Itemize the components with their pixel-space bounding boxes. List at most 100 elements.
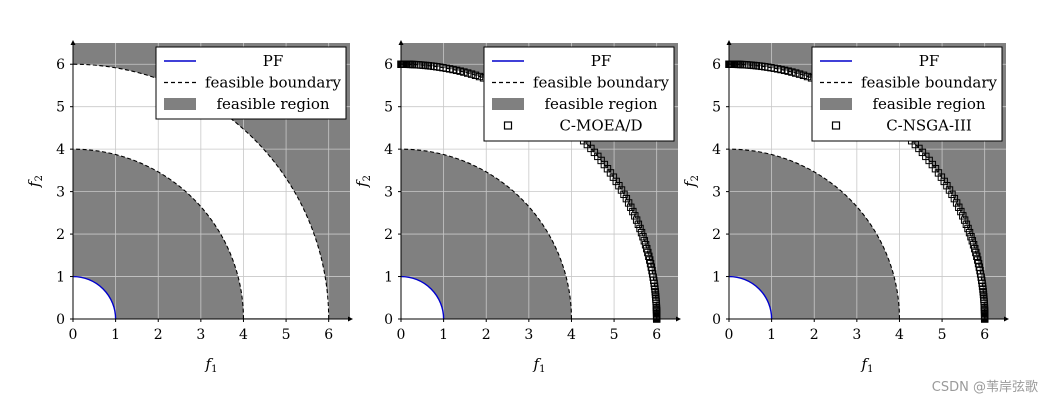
y-tick-label: 5 [384, 100, 393, 116]
marker-C-MOEA/D [640, 237, 649, 245]
watermark: CSDN @苇岸弦歌 [931, 380, 1038, 395]
marker-C-NSGA-III [971, 244, 979, 253]
marker-C-NSGA-III [955, 203, 963, 211]
marker-C-NSGA-III [957, 207, 965, 216]
marker-C-NSGA-III [799, 71, 808, 79]
marker-C-NSGA-III [964, 224, 972, 233]
chart-panel-middle: 0 1 2 3 4 5 6 0 1 2 3 4 5 6 f1 f2 PF feasible boundary fea… [353, 40, 681, 375]
x-axis-label: f1 [861, 355, 874, 375]
marker-C-MOEA/D [631, 212, 639, 220]
marker-C-MOEA/D [464, 69, 472, 77]
x-tick-label: 4 [239, 327, 248, 343]
marker-C-NSGA-III [788, 68, 796, 76]
x-tick-label: 2 [154, 327, 163, 343]
pareto-front [401, 275, 445, 319]
y-tick-label: 1 [384, 270, 393, 286]
legend: PF feasible boundary feasible region C-MOEA… [483, 46, 675, 142]
y-axis-label: f2 [25, 175, 45, 188]
marker-C-MOEA/D [632, 216, 641, 224]
marker-C-NSGA-III [948, 190, 956, 199]
legend: PF feasible boundary feasible region [155, 46, 347, 120]
legend-label: feasible region [544, 95, 657, 113]
y-tick-label: 4 [56, 142, 65, 158]
marker-C-MOEA/D [471, 71, 480, 79]
marker-C-NSGA-III [950, 194, 959, 203]
y-tick-label: 1 [712, 270, 721, 286]
y-tick-label: 0 [56, 312, 65, 328]
legend-label: C-NSGA-III [886, 117, 972, 135]
marker-C-MOEA/D [627, 203, 635, 211]
legend-region-swatch [164, 98, 196, 110]
marker-C-MOEA/D [460, 68, 468, 76]
legend-label: feasible boundary [533, 74, 670, 92]
marker-C-NSGA-III [952, 199, 961, 207]
legend-region-swatch [820, 98, 852, 110]
x-tick-label: 4 [567, 327, 576, 343]
y-tick-label: 5 [712, 100, 721, 116]
x-tick-label: 1 [767, 327, 776, 343]
marker-C-NSGA-III [960, 216, 969, 224]
y-axis-arrow [70, 40, 76, 45]
x-axis-label: f1 [533, 355, 546, 375]
x-tick-label: 3 [196, 327, 205, 343]
legend-region-swatch [492, 98, 524, 110]
marker-C-NSGA-III [972, 248, 980, 257]
feasible-boundary [729, 148, 901, 319]
x-axis-label: f1 [205, 355, 218, 375]
y-tick-label: 1 [56, 270, 65, 286]
x-tick-label: 1 [111, 327, 120, 343]
y-tick-label: 2 [712, 227, 721, 243]
marker-C-MOEA/D [644, 248, 652, 257]
y-tick-label: 4 [712, 142, 721, 158]
y-tick-label: 0 [712, 312, 721, 328]
legend-label: feasible boundary [861, 74, 998, 92]
legend-label: PF [591, 52, 612, 70]
marker-C-NSGA-III [959, 212, 967, 220]
marker-C-MOEA/D [620, 190, 628, 199]
feasible-boundary [73, 148, 245, 319]
x-tick-label: 2 [482, 327, 491, 343]
x-tick-label: 0 [69, 327, 78, 343]
x-tick-label: 3 [524, 327, 533, 343]
x-tick-label: 6 [324, 327, 333, 343]
marker-C-MOEA/D [475, 72, 484, 81]
legend-label: PF [919, 52, 940, 70]
plot-area [729, 43, 1006, 319]
legend-label: feasible region [872, 95, 985, 113]
marker-C-NSGA-III [795, 70, 804, 78]
marker-C-MOEA/D [622, 194, 631, 203]
x-axis-arrow [348, 316, 353, 322]
legend-box [483, 46, 675, 142]
legend-label: C-MOEA/D [559, 117, 642, 135]
legend-marker-swatch [831, 121, 841, 130]
legend-label: feasible boundary [205, 74, 342, 92]
y-tick-label: 5 [56, 100, 65, 116]
y-axis-arrow [398, 40, 404, 45]
marker-C-NSGA-III [969, 241, 978, 249]
x-tick-label: 4 [895, 327, 904, 343]
marker-C-NSGA-III [967, 233, 975, 241]
legend: PF feasible boundary feasible region C-NSGA… [811, 46, 1003, 142]
y-tick-label: 2 [56, 227, 65, 243]
chart-panel-left: 0 1 2 3 4 5 6 0 1 2 3 4 5 6 f1 f2 PF feasible boundary fea… [25, 40, 353, 375]
y-tick-label: 6 [712, 57, 721, 73]
marker-C-MOEA/D [637, 228, 646, 237]
marker-C-MOEA/D [624, 199, 633, 207]
chart-panel-right: 0 1 2 3 4 5 6 0 1 2 3 4 5 6 f1 f2 PF feasible boundary fea… [681, 40, 1009, 375]
x-tick-label: 6 [652, 327, 661, 343]
y-tick-label: 4 [384, 142, 393, 158]
y-axis-arrow [726, 40, 732, 45]
x-tick-label: 2 [810, 327, 819, 343]
pareto-front [729, 275, 773, 319]
marker-C-MOEA/D [643, 244, 651, 253]
marker-C-MOEA/D [639, 233, 647, 241]
legend-marker-swatch [503, 121, 513, 130]
y-tick-label: 3 [712, 185, 721, 201]
x-tick-label: 5 [938, 327, 947, 343]
y-tick-label: 3 [56, 185, 65, 201]
marker-C-NSGA-III [965, 228, 974, 237]
x-tick-label: 3 [852, 327, 861, 343]
x-axis-arrow [676, 316, 681, 322]
x-tick-label: 5 [610, 327, 619, 343]
